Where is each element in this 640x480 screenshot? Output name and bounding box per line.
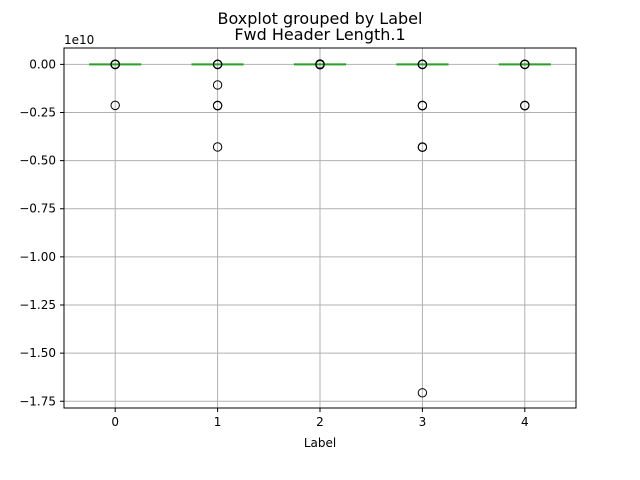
y-tick-label: −1.50 xyxy=(19,346,56,360)
outlier-point xyxy=(315,60,325,70)
x-tick-label: 0 xyxy=(111,415,119,429)
x-axis: 0 1 2 3 4 xyxy=(111,408,529,429)
outlier-point xyxy=(520,101,530,111)
outlier-point xyxy=(417,59,428,69)
y-tick-label: 0.00 xyxy=(29,57,56,71)
chart-suptitle: Boxplot grouped by Label xyxy=(218,9,423,28)
outlier-point xyxy=(520,59,530,69)
outlier-point xyxy=(417,388,428,398)
x-axis-label: Label xyxy=(304,436,336,450)
outlier-point xyxy=(212,59,223,69)
chart-title: Fwd Header Length.1 xyxy=(234,25,405,44)
outlier-point xyxy=(110,100,120,111)
y-tick-label: −0.25 xyxy=(19,105,56,119)
y-tick-label: −1.75 xyxy=(19,394,56,408)
outlier-point xyxy=(212,142,223,152)
y-tick-label: −1.25 xyxy=(19,298,56,312)
outlier-point xyxy=(417,142,428,153)
outlier-points xyxy=(110,59,530,398)
grid-lines xyxy=(64,48,576,408)
x-tick-label: 2 xyxy=(316,415,324,429)
y-tick-label: −0.50 xyxy=(19,154,56,168)
outlier-point xyxy=(212,80,223,90)
x-tick-label: 4 xyxy=(521,415,529,429)
y-tick-label: −0.75 xyxy=(19,202,56,216)
y-axis: 0.00 −0.25 −0.50 −0.75 −1.00 −1.25 −1.50 −1.75 xyxy=(19,57,64,408)
x-tick-label: 3 xyxy=(419,415,427,429)
y-tick-label: −1.00 xyxy=(19,250,56,264)
y-offset-text: 1e10 xyxy=(64,33,94,47)
outlier-point xyxy=(110,59,120,70)
outlier-point xyxy=(212,101,223,111)
box-series xyxy=(89,63,551,66)
x-tick-label: 1 xyxy=(214,415,222,429)
outlier-point xyxy=(417,101,428,111)
